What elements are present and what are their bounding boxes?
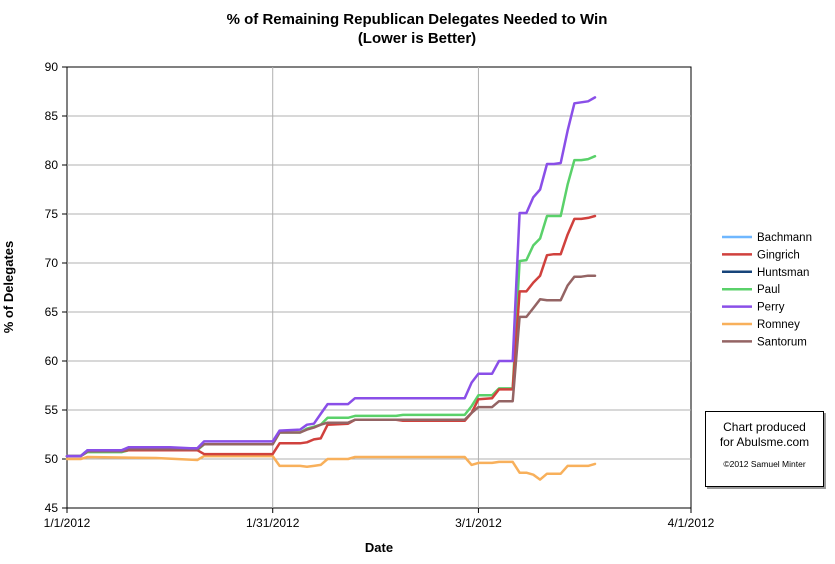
- credit-copyright: ©2012 Samuel Minter: [723, 459, 806, 469]
- series-line-santorum: [65, 274, 597, 458]
- legend: Bachmann Gingrich Huntsman Paul Perry Romney S…: [722, 232, 812, 348]
- y-tick-label: 75: [45, 207, 59, 221]
- y-tick-label: 90: [45, 60, 59, 74]
- legend-label-paul: Paul: [757, 284, 780, 296]
- y-tick-label: 80: [45, 158, 59, 172]
- legend-label-huntsman: Huntsman: [757, 267, 809, 279]
- series-line-romney: [65, 454, 597, 481]
- chart-title: % of Remaining Republican Delegates Need…: [227, 11, 608, 28]
- legend-label-gingrich: Gingrich: [757, 249, 800, 261]
- legend-label-santorum: Santorum: [757, 336, 807, 348]
- credit-text: Chart produced for Abulsme.com: [719, 420, 810, 449]
- y-axis: 45 50 55 60 65 70 75 80 85 90: [45, 60, 67, 515]
- x-tick-label: 3/1/2012: [455, 516, 502, 530]
- y-axis-label: % of Delegates: [1, 241, 16, 333]
- series-lines: [65, 96, 597, 481]
- x-axis: 1/1/2012 1/31/2012 3/1/2012 4/1/2012: [44, 508, 715, 530]
- legend-label-bachmann: Bachmann: [757, 232, 812, 244]
- series-line-perry: [65, 96, 597, 458]
- y-tick-label: 60: [45, 354, 59, 368]
- legend-label-perry: Perry: [757, 302, 785, 314]
- y-tick-label: 65: [45, 305, 59, 319]
- x-tick-label: 1/31/2012: [246, 516, 300, 530]
- x-tick-label: 1/1/2012: [44, 516, 91, 530]
- y-tick-label: 70: [45, 256, 59, 270]
- y-tick-label: 85: [45, 109, 59, 123]
- plot-area: [66, 66, 692, 509]
- x-axis-label: Date: [365, 540, 393, 555]
- y-tick-label: 50: [45, 452, 59, 466]
- chart-subtitle: (Lower is Better): [358, 30, 476, 47]
- y-tick-label: 55: [45, 403, 59, 417]
- legend-label-romney: Romney: [757, 319, 800, 331]
- credit-box: Chart produced for Abulsme.com ©2012 Sam…: [705, 411, 824, 487]
- grid: [67, 67, 691, 508]
- x-tick-label: 4/1/2012: [668, 516, 715, 530]
- y-tick-label: 45: [45, 501, 59, 515]
